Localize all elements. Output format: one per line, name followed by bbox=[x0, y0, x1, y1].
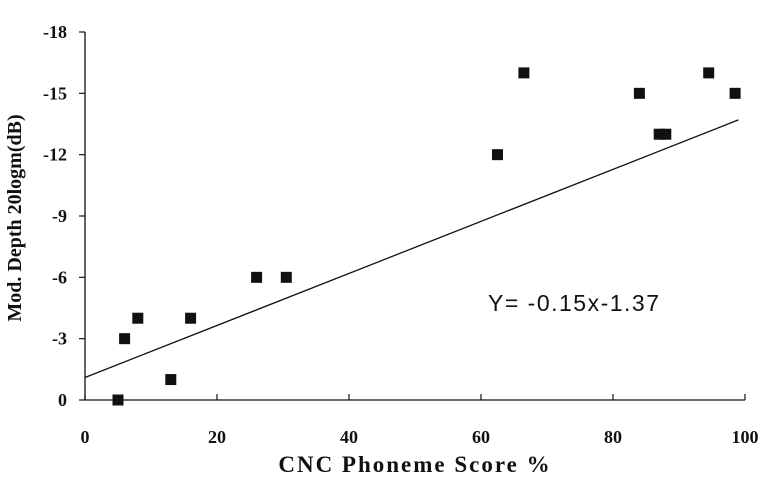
data-point bbox=[165, 374, 177, 386]
y-tick-labels: 0 -3 -6 -9 -12 -15 -18 bbox=[43, 22, 67, 410]
x-tick-labels: 0 20 40 60 80 100 bbox=[81, 427, 759, 447]
data-point bbox=[132, 312, 144, 324]
data-point bbox=[653, 128, 665, 140]
data-point bbox=[251, 271, 263, 283]
x-tick-label: 0 bbox=[81, 427, 90, 447]
data-points bbox=[112, 67, 741, 406]
x-axis-title: CNC Phoneme Score % bbox=[278, 452, 551, 477]
y-tick-label: -12 bbox=[43, 145, 67, 165]
axes bbox=[79, 31, 746, 401]
data-point bbox=[185, 312, 197, 324]
data-point bbox=[633, 87, 645, 99]
x-tick-label: 60 bbox=[472, 427, 490, 447]
y-axis-title: Mod. Depth 20logm(dB) bbox=[4, 114, 26, 321]
trend-line-group bbox=[84, 119, 739, 379]
x-tick-label: 100 bbox=[732, 427, 759, 447]
data-point bbox=[280, 271, 292, 283]
x-tick-label: 80 bbox=[604, 427, 622, 447]
y-tick-label: -3 bbox=[52, 329, 67, 349]
data-point bbox=[703, 67, 715, 79]
data-point bbox=[119, 333, 131, 345]
data-point bbox=[112, 394, 124, 406]
data-point bbox=[492, 149, 503, 161]
trend-line bbox=[84, 119, 739, 379]
y-tick-label: -9 bbox=[52, 206, 67, 226]
data-point bbox=[729, 87, 741, 99]
x-tick-label: 20 bbox=[208, 427, 226, 447]
y-tick-label: 0 bbox=[58, 390, 67, 410]
equation-annotation: Y= -0.15x-1.37 bbox=[488, 290, 661, 316]
y-tick-label: -6 bbox=[52, 267, 67, 287]
y-tick-label: -15 bbox=[43, 83, 67, 103]
data-point bbox=[518, 67, 530, 79]
x-tick-label: 40 bbox=[340, 427, 358, 447]
y-tick-label: -18 bbox=[43, 22, 67, 42]
data-point bbox=[660, 128, 672, 140]
